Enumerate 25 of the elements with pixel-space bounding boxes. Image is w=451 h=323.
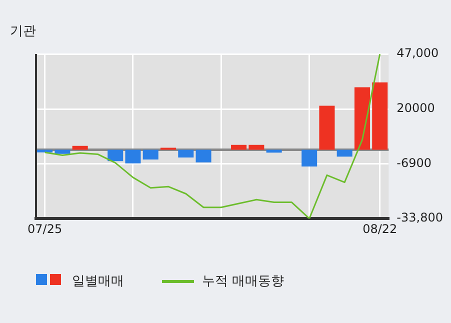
bar [178, 150, 194, 158]
y-tick-label: -33,800 [396, 210, 444, 225]
bar [54, 150, 70, 154]
x-tick-label: 08/22 [362, 222, 398, 236]
y-tick-label: 20000 [396, 101, 435, 116]
legend-label: 누적 매매동향 [202, 273, 284, 290]
legend-label: 일별매매 [72, 273, 124, 290]
bar [319, 106, 335, 150]
bar [231, 144, 247, 150]
chart-title: 기관 [10, 23, 36, 40]
bar [37, 150, 53, 152]
y-tick-label: -6900 [396, 156, 432, 170]
bar [72, 146, 88, 150]
bar [266, 150, 282, 153]
bar [302, 150, 318, 166]
bar [196, 150, 212, 162]
bar [354, 87, 370, 150]
x-tick-label: 07/25 [28, 222, 62, 236]
bar [125, 150, 141, 164]
bar [142, 150, 158, 160]
bar [336, 150, 352, 157]
y-tick-label: 47,000 [396, 46, 439, 60]
bar [108, 150, 124, 162]
bar [372, 82, 388, 150]
bar [248, 144, 264, 150]
